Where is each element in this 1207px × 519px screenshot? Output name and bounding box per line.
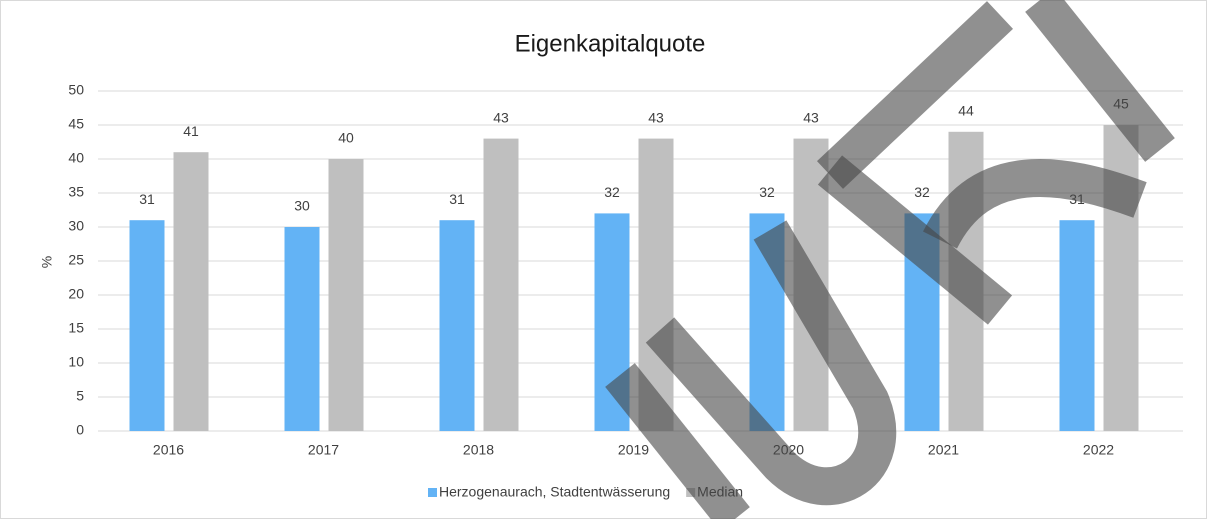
data-label: 43: [648, 109, 664, 125]
x-tick-label: 2019: [618, 442, 649, 458]
y-axis-label: %: [39, 256, 55, 268]
data-label: 40: [338, 130, 354, 146]
y-tick-label: 15: [68, 320, 84, 336]
watermark-stroke: [605, 363, 750, 519]
watermark-stroke: [817, 155, 1013, 325]
data-label: 32: [604, 184, 620, 200]
watermark-stroke: [923, 158, 1147, 250]
y-tick-label: 25: [68, 252, 84, 268]
bar: [439, 220, 475, 431]
watermark: [605, 0, 1175, 519]
y-tick-label: 50: [68, 82, 84, 98]
data-label: 43: [493, 109, 509, 125]
bar: [284, 227, 320, 431]
x-tick-label: 2017: [308, 442, 339, 458]
bar: [328, 159, 364, 431]
bar: [173, 152, 209, 431]
x-tick-label: 2016: [153, 442, 184, 458]
chart-title: Eigenkapitalquote: [515, 30, 706, 57]
y-tick-label: 10: [68, 354, 84, 370]
x-tick-label: 2021: [928, 442, 959, 458]
y-tick-label: 5: [76, 388, 84, 404]
watermark-stroke: [816, 1, 1014, 189]
watermark-stroke: [645, 220, 897, 506]
y-tick-label: 35: [68, 184, 84, 200]
x-tick-label: 2018: [463, 442, 494, 458]
data-label: 31: [139, 191, 155, 207]
y-tick-label: 0: [76, 422, 84, 438]
data-label: 43: [803, 109, 819, 125]
y-tick-label: 30: [68, 218, 84, 234]
data-label: 41: [183, 123, 199, 139]
bar: [1059, 220, 1095, 431]
bar: [129, 220, 165, 431]
y-tick-label: 20: [68, 286, 84, 302]
legend-label: Herzogenaurach, Stadtentwässerung: [439, 484, 670, 500]
y-tick-label: 45: [68, 116, 84, 132]
legend-swatch: [428, 488, 437, 497]
data-label: 32: [914, 184, 930, 200]
bar: [483, 138, 519, 431]
data-label: 32: [759, 184, 775, 200]
watermark-stroke: [1025, 0, 1175, 162]
y-tick-label: 40: [68, 150, 84, 166]
data-label: 44: [958, 103, 974, 119]
data-label: 31: [449, 191, 465, 207]
x-tick-label: 2022: [1083, 442, 1114, 458]
data-label: 30: [294, 198, 310, 214]
